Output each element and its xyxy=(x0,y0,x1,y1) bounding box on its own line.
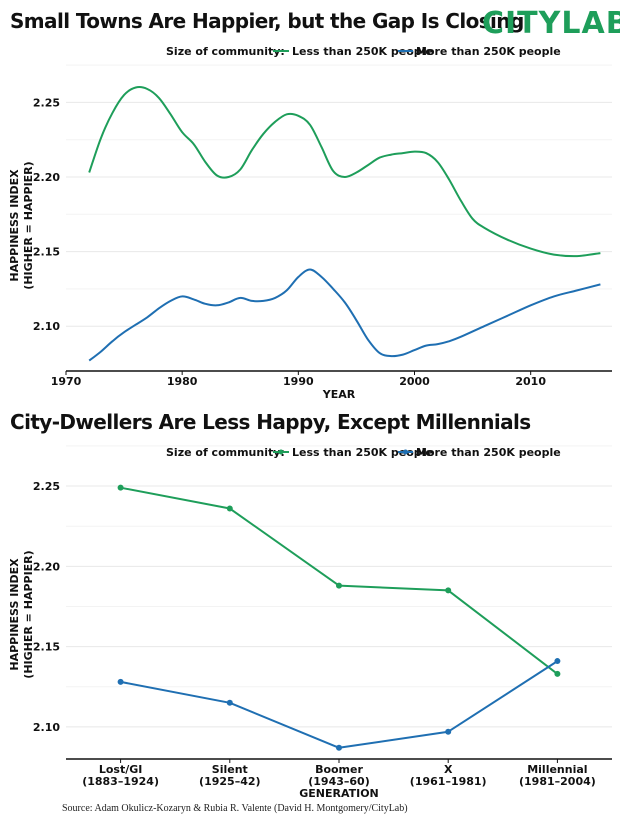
chart2-ylabel-line2: (HIGHER = HAPPIER) xyxy=(22,550,35,678)
chart1-legend-title: Size of community: xyxy=(166,45,285,58)
chart1-ytick-label: 2.20 xyxy=(33,171,60,184)
chart1-ylabel: HAPPINESS INDEX (HIGHER = HAPPIER) xyxy=(8,161,35,289)
chart2-large-point xyxy=(117,678,124,685)
chart1-xtick-label: 2010 xyxy=(515,375,546,388)
chart2-xtick-years: (1883–1924) xyxy=(82,775,159,788)
chart1-xtick-label: 1980 xyxy=(167,375,198,388)
chart1-ytick-label: 2.25 xyxy=(33,96,60,109)
chart2-large-point xyxy=(445,728,452,735)
chart2-series-large-line xyxy=(120,660,558,749)
chart2-ytick-label: 2.10 xyxy=(33,721,60,734)
chart1-xtick-label: 1970 xyxy=(51,375,82,388)
chart2-xtick-label: Lost/GI xyxy=(99,763,143,776)
chart1-xtick-label: 1990 xyxy=(283,375,314,388)
chart2-large-point xyxy=(226,699,233,706)
chart1-series-small-line xyxy=(88,86,601,258)
chart2-ytick-label: 2.20 xyxy=(33,560,60,573)
chart2-legend-title: Size of community: xyxy=(166,446,285,459)
chart2-small-point xyxy=(226,505,233,512)
chart2-large-point xyxy=(336,744,342,751)
chart2-legend-small-dot xyxy=(278,449,284,455)
chart2-legend-large-label: More than 250K people xyxy=(416,446,561,459)
chart2-legend-small-label: Less than 250K people xyxy=(292,446,433,459)
source-note: Source: Adam Okulicz-Kozaryn & Rubia R. … xyxy=(62,803,408,814)
chart1-ytick-label: 2.15 xyxy=(33,246,60,259)
chart2-ytick-label: 2.25 xyxy=(33,480,60,493)
chart2: Size of community: Less than 250K peopleM… xyxy=(8,445,612,800)
chart2-ylabel: HAPPINESS INDEX (HIGHER = HAPPIER) xyxy=(8,550,35,678)
chart1-ytick-label: 2.10 xyxy=(33,320,60,333)
chart2-small-point xyxy=(445,587,452,594)
chart1-ylabel-line2: (HIGHER = HAPPIER) xyxy=(22,161,35,289)
chart1-title: Small Towns Are Happier, but the Gap Is … xyxy=(10,9,524,33)
chart2-ytick-label: 2.15 xyxy=(33,641,60,654)
chart1-ylabel-line1: HAPPINESS INDEX xyxy=(8,169,21,282)
chart2-title: City-Dwellers Are Less Happy, Except Mil… xyxy=(10,410,531,434)
chart2-xtick-years: (1925–42) xyxy=(199,775,260,788)
chart1-legend-small-label: Less than 250K people xyxy=(292,45,433,58)
chart2-large-point xyxy=(554,658,561,665)
chart2-small-point xyxy=(554,670,561,677)
chart2-ylabel-line1: HAPPINESS INDEX xyxy=(8,558,21,671)
chart2-series-small-line xyxy=(120,486,559,675)
chart1-xtick-label: 2000 xyxy=(399,375,430,388)
chart2-xtick-label: Silent xyxy=(212,763,248,776)
chart2-xtick-years: (1961–1981) xyxy=(410,775,487,788)
chart2-xtick-label: X xyxy=(444,763,453,776)
chart1-series-large-line xyxy=(88,268,601,362)
chart2-small-point xyxy=(336,582,342,589)
chart2-xtick-label: Millennial xyxy=(527,763,587,776)
chart2-xlabel: GENERATION xyxy=(299,787,379,800)
chart1: Size of community: Less than 250K peopleM… xyxy=(8,45,612,401)
chart2-small-point xyxy=(117,484,124,491)
chart1-xlabel: YEAR xyxy=(322,388,356,401)
chart2-xtick-years: (1943–60) xyxy=(308,775,369,788)
chart1-legend-large-label: More than 250K people xyxy=(416,45,561,58)
citylab-logo[interactable]: CITYLAB xyxy=(482,6,620,41)
chart2-legend-large-dot xyxy=(403,449,408,455)
chart2-xtick-label: Boomer xyxy=(315,763,363,776)
chart2-xtick-years: (1981–2004) xyxy=(519,775,596,788)
